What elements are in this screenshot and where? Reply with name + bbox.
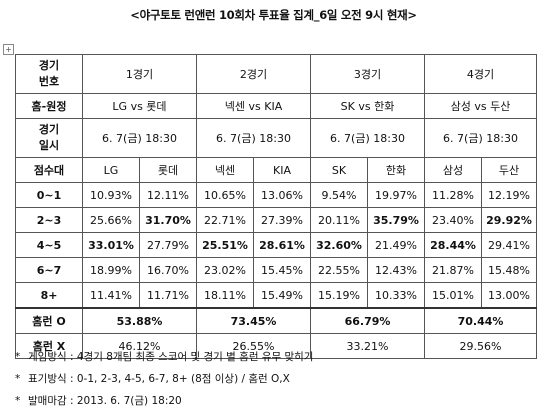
- vote-rate-cell-top: 28.44%: [424, 232, 482, 258]
- matchup-3: SK vs 한화: [310, 93, 425, 119]
- vote-rate-cell: 18.11%: [196, 282, 254, 309]
- page-title: <야구토토 런앤런 10회차 투표율 집계_6일 오전 9시 현재>: [130, 8, 417, 22]
- homerun-x-label: 홈런 X: [15, 333, 83, 359]
- game-1-label: 1경기: [82, 54, 197, 94]
- vote-rate-cell-top: 33.01%: [82, 232, 140, 258]
- table-move-anchor-icon[interactable]: +: [3, 44, 14, 55]
- vote-rate-cell: 23.40%: [424, 207, 482, 233]
- homerun-x-game-1: 46.12%: [82, 333, 197, 359]
- team-name: 삼성: [424, 157, 482, 183]
- team-name: KIA: [253, 157, 311, 183]
- game-4-label: 4경기: [424, 54, 537, 94]
- score-row-0-1: 0~1 10.93% 12.11% 10.65% 13.06% 9.54% 19…: [15, 182, 537, 208]
- vote-rate-cell: 27.39%: [253, 207, 311, 233]
- matchup-2: 넥센 vs KIA: [196, 93, 311, 119]
- vote-rate-cell: 19.97%: [367, 182, 425, 208]
- homerun-o-game-1: 53.88%: [82, 307, 197, 334]
- score-range-header: 점수대: [15, 157, 83, 183]
- homerun-x-game-3: 33.21%: [310, 333, 425, 359]
- vote-rate-cell: 15.49%: [253, 282, 311, 309]
- matchup-row: 홈-원정 LG vs 롯데 넥센 vs KIA SK vs 한화 삼성 vs 두…: [15, 93, 537, 119]
- vote-rate-cell: 27.79%: [139, 232, 197, 258]
- team-name: 두산: [481, 157, 537, 183]
- vote-rate-cell-top: 28.61%: [253, 232, 311, 258]
- vote-rate-cell: 21.87%: [424, 257, 482, 283]
- score-range-label: 2~3: [15, 207, 83, 233]
- vote-rate-cell: 12.19%: [481, 182, 537, 208]
- vote-rate-cell: 15.01%: [424, 282, 482, 309]
- team-name: SK: [310, 157, 368, 183]
- vote-rate-cell-top: 25.51%: [196, 232, 254, 258]
- vote-rate-cell: 12.11%: [139, 182, 197, 208]
- score-range-label: 6~7: [15, 257, 83, 283]
- game-3-date: 6. 7(금) 18:30: [310, 118, 425, 158]
- footnote-deadline: * 발매마감 : 2013. 6. 7(금) 18:20: [15, 395, 182, 407]
- vote-rate-cell: 13.00%: [481, 282, 537, 309]
- date-header: 경기 일시: [15, 118, 83, 158]
- homerun-x-row: 홈런 X 46.12% 26.55% 33.21% 29.56%: [15, 333, 537, 359]
- vote-rate-cell: 11.41%: [82, 282, 140, 309]
- score-row-8-plus: 8+ 11.41% 11.71% 18.11% 15.49% 15.19% 10…: [15, 282, 537, 309]
- team-name: 한화: [367, 157, 425, 183]
- game-4-date: 6. 7(금) 18:30: [424, 118, 537, 158]
- vote-rate-cell: 13.06%: [253, 182, 311, 208]
- homerun-o-game-4: 70.44%: [424, 307, 537, 334]
- score-range-label: 4~5: [15, 232, 83, 258]
- vote-rate-cell: 11.71%: [139, 282, 197, 309]
- footnote-notation: * 표기방식 : 0-1, 2-3, 4-5, 6-7, 8+ (8점 이상) /…: [15, 373, 290, 385]
- vote-rate-cell: 22.55%: [310, 257, 368, 283]
- vote-rate-cell: 20.11%: [310, 207, 368, 233]
- vote-rate-cell: 12.43%: [367, 257, 425, 283]
- game-2-date: 6. 7(금) 18:30: [196, 118, 311, 158]
- vote-rate-cell: 10.93%: [82, 182, 140, 208]
- vote-rate-cell-top: 32.60%: [310, 232, 368, 258]
- score-row-4-5: 4~5 33.01% 27.79% 25.51% 28.61% 32.60% 2…: [15, 232, 537, 258]
- score-range-label: 8+: [15, 282, 83, 309]
- game-number-row: 경기 번호 1경기 2경기 3경기 4경기: [15, 54, 537, 94]
- vote-rate-cell: 10.65%: [196, 182, 254, 208]
- vote-rate-cell: 22.71%: [196, 207, 254, 233]
- homerun-x-game-4: 29.56%: [424, 333, 537, 359]
- vote-rate-cell-top: 35.79%: [367, 207, 425, 233]
- matchup-4: 삼성 vs 두산: [424, 93, 537, 119]
- vote-rate-cell: 25.66%: [82, 207, 140, 233]
- game-1-date: 6. 7(금) 18:30: [82, 118, 197, 158]
- vote-rate-table: 경기 번호 1경기 2경기 3경기 4경기 홈-원정 LG vs 롯데 넥센 v…: [15, 54, 537, 359]
- vote-rate-cell: 9.54%: [310, 182, 368, 208]
- vote-rate-cell: 18.99%: [82, 257, 140, 283]
- game-2-label: 2경기: [196, 54, 311, 94]
- game-number-header: 경기 번호: [15, 54, 83, 94]
- homerun-o-row: 홈런 O 53.88% 73.45% 66.79% 70.44%: [15, 307, 537, 334]
- team-name: 넥센: [196, 157, 254, 183]
- vote-rate-cell-top: 31.70%: [139, 207, 197, 233]
- date-row: 경기 일시 6. 7(금) 18:30 6. 7(금) 18:30 6. 7(금…: [15, 118, 537, 158]
- vote-rate-cell: 16.70%: [139, 257, 197, 283]
- vote-rate-cell: 10.33%: [367, 282, 425, 309]
- matchup-header: 홈-원정: [15, 93, 83, 119]
- team-row: 점수대 LG 롯데 넥센 KIA SK 한화 삼성 두산: [15, 157, 537, 183]
- vote-rate-cell-top: 29.92%: [481, 207, 537, 233]
- homerun-o-label: 홈런 O: [15, 307, 83, 334]
- score-row-6-7: 6~7 18.99% 16.70% 23.02% 15.45% 22.55% 1…: [15, 257, 537, 283]
- score-range-label: 0~1: [15, 182, 83, 208]
- vote-rate-cell: 23.02%: [196, 257, 254, 283]
- footnote-game-method: * 게임방식 : 4경기 8개팀 최종 스코어 및 경기 별 홈런 유무 맞히기: [15, 351, 314, 363]
- vote-rate-cell: 15.48%: [481, 257, 537, 283]
- team-name: LG: [82, 157, 140, 183]
- matchup-1: LG vs 롯데: [82, 93, 197, 119]
- vote-rate-cell: 21.49%: [367, 232, 425, 258]
- team-name: 롯데: [139, 157, 197, 183]
- score-row-2-3: 2~3 25.66% 31.70% 22.71% 27.39% 20.11% 3…: [15, 207, 537, 233]
- vote-rate-cell: 15.45%: [253, 257, 311, 283]
- vote-rate-cell: 15.19%: [310, 282, 368, 309]
- footnotes: * 게임방식 : 4경기 8개팀 최종 스코어 및 경기 별 홈런 유무 맞히기 …: [15, 346, 535, 412]
- homerun-o-game-3: 66.79%: [310, 307, 425, 334]
- game-3-label: 3경기: [310, 54, 425, 94]
- homerun-o-game-2: 73.45%: [196, 307, 311, 334]
- vote-rate-cell: 29.41%: [481, 232, 537, 258]
- vote-rate-cell: 11.28%: [424, 182, 482, 208]
